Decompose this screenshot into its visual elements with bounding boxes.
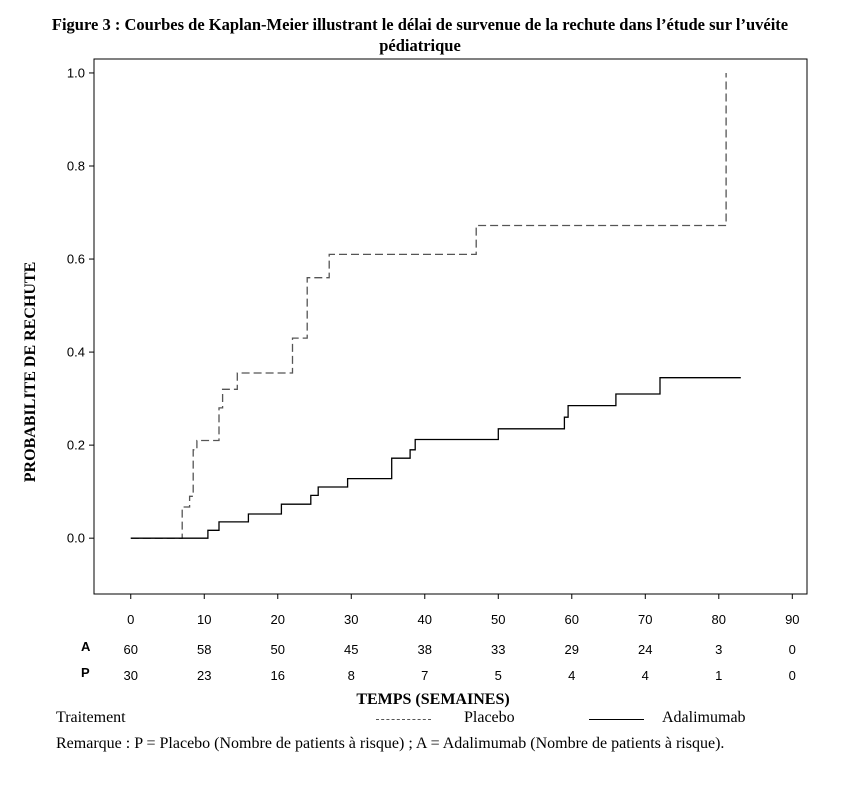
risk-count-P-5: 5 [495,668,502,683]
risk-count-A-2: 50 [271,642,285,657]
figure-title: Figure 3 : Courbes de Kaplan-Meier illus… [51,15,789,55]
legend-adalimumab-label: Adalimumab [662,709,746,726]
plot-frame [93,58,808,595]
x-tick-label-2: 20 [271,612,285,627]
y-tick-label-4: 0.8 [67,159,85,174]
y-tick-label-2: 0.4 [67,345,85,360]
risk-row-key-P: P [81,665,90,680]
x-tick-label-8: 80 [712,612,726,627]
risk-count-P-9: 0 [789,668,796,683]
series-line-adalimumab [130,377,741,539]
risk-count-P-8: 1 [715,668,722,683]
risk-count-P-1: 23 [197,668,211,683]
x-tick-label-7: 70 [638,612,652,627]
risk-count-P-0: 30 [124,668,138,683]
risk-count-P-4: 7 [421,668,428,683]
x-axis-label: TEMPS (SEMAINES) [356,691,509,708]
y-tick-label-5: 1.0 [67,65,85,80]
y-tick-label-0: 0.0 [67,531,85,546]
legend-adalimumab-swatch [589,719,644,720]
legend-placebo-swatch [376,719,431,720]
legend: Traitement Placebo Adalimumab [56,709,816,731]
x-tick-label-6: 60 [565,612,579,627]
x-tick-label-9: 90 [785,612,799,627]
x-tick-label-5: 50 [491,612,505,627]
x-tick-label-0: 0 [127,612,134,627]
y-axis-label: PROBABILITE DE RECHUTE [22,262,39,483]
risk-count-P-6: 4 [568,668,575,683]
risk-count-P-7: 4 [642,668,649,683]
footnote: Remarque : P = Placebo (Nombre de patien… [56,735,725,752]
risk-count-A-9: 0 [789,642,796,657]
risk-row-key-A: A [81,639,91,654]
risk-count-A-1: 58 [197,642,211,657]
y-tick-label-1: 0.2 [67,438,85,453]
legend-placebo-label: Placebo [464,709,515,726]
risk-count-P-3: 8 [348,668,355,683]
risk-count-A-0: 60 [124,642,138,657]
risk-count-A-4: 38 [418,642,432,657]
risk-count-P-2: 16 [271,668,285,683]
x-tick-label-1: 10 [197,612,211,627]
series-line-placebo [130,73,727,539]
legend-heading: Traitement [56,709,126,726]
x-tick-label-3: 30 [344,612,358,627]
risk-count-A-3: 45 [344,642,358,657]
risk-count-A-5: 33 [491,642,505,657]
y-tick-label-3: 0.6 [67,252,85,267]
x-tick-label-4: 40 [418,612,432,627]
risk-count-A-6: 29 [565,642,579,657]
risk-count-A-8: 3 [715,642,722,657]
risk-count-A-7: 24 [638,642,652,657]
